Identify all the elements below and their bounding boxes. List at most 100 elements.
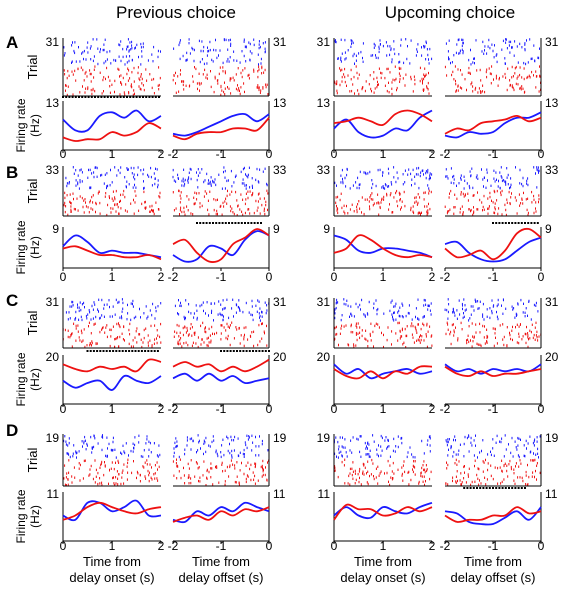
x-tick-label: 1 [380,539,387,553]
x-tick-label: 1 [109,402,116,416]
x-tick-label: -2 [168,147,179,161]
marker-dot [224,222,227,224]
marker-dot [119,96,122,98]
marker-dot [150,350,153,352]
panel-letter: A [6,33,18,52]
x-tick-label: 0 [60,147,67,161]
x-axis-label: Time from [354,554,412,569]
raster-onset [333,298,433,349]
marker-dot [90,96,93,98]
panel-letter: C [6,291,18,310]
marker-dot [514,487,517,489]
y-axis-label: (Hz) [28,114,42,137]
x-tick-label: 0 [60,539,67,553]
y-max-label: 13 [46,96,60,110]
trial-count-label: 19 [545,431,559,445]
x-tick-label: 1 [380,402,387,416]
marker-dot [132,96,135,98]
marker-dot [145,96,148,98]
x-tick-label: 1 [380,270,387,284]
marker-dot [495,487,498,489]
x-tick-label: 2 [158,147,165,161]
y-max-label: 20 [317,350,331,364]
marker-dot [255,350,258,352]
marker-dot [124,350,127,352]
raster-offset [444,298,542,349]
marker-dot [239,350,242,352]
significance-marker [196,222,262,224]
y-max-label: 9 [52,222,59,236]
y-max-label: 13 [273,96,287,110]
x-tick-label: 1 [109,539,116,553]
x-axis-label: Time from [83,554,141,569]
x-axis-label: delay onset (s) [340,570,425,585]
panel-b-upcoming: 0 1 2 9 33 -2 -1 0 9 33 [317,163,559,284]
x-tick-label: 0 [266,147,273,161]
marker-dot [508,487,510,489]
x-axis-label: delay offset (s) [450,570,535,585]
marker-dot [256,222,259,224]
marker-dot [87,96,90,98]
y-max-label: 11 [318,487,331,501]
x-tick-label: -2 [440,147,451,161]
raster-onset [63,434,161,487]
marker-dot [229,350,232,352]
x-axis-label: delay offset (s) [178,570,263,585]
marker-dot [504,487,507,489]
y-axis-label: Firing rate [14,220,28,274]
x-tick-label: 0 [331,539,338,553]
panel-c-upcoming: 0 1 2 20 31 -2 -1 0 20 31 [317,295,559,416]
marker-dot [258,350,261,352]
marker-dot [536,222,539,224]
raster-offset [444,166,542,217]
marker-dot [517,222,520,224]
marker-dot [199,222,202,224]
y-axis-label: Trial [25,310,40,335]
series-line [172,230,270,263]
column-title: Previous choice [116,3,236,22]
marker-dot [148,96,151,98]
marker-dot [495,222,498,224]
series-line [444,227,542,261]
x-tick-label: 2 [158,539,165,553]
marker-dot [511,222,514,224]
marker-dot [115,350,118,352]
y-axis-label: (Hz) [28,505,42,528]
x-tick-label: -2 [440,402,451,416]
marker-dot [215,222,218,224]
x-tick-label: 0 [331,270,338,284]
marker-dot [96,350,99,352]
marker-dot [228,222,230,224]
raster-offset [444,38,542,94]
marker-dot [122,96,125,98]
significance-marker [220,350,270,352]
y-axis-label: Trial [25,178,40,203]
raster-onset [334,166,433,216]
marker-dot [520,487,523,489]
trial-count-label: 31 [317,295,331,309]
y-max-label: 20 [273,350,287,364]
raster-offset [172,434,270,487]
marker-dot [469,487,472,489]
trial-count-label: 31 [273,295,287,309]
marker-dot [472,487,475,489]
marker-dot [517,487,520,489]
trial-count-label: 19 [317,431,331,445]
marker-dot [78,96,80,98]
series-line [172,506,270,523]
y-max-label: 13 [545,96,559,110]
marker-dot [252,350,254,352]
marker-dot [524,487,526,489]
x-tick-label: 0 [60,270,67,284]
y-max-label: 9 [545,222,552,236]
series-line [333,365,433,380]
x-axis-label: Time from [464,554,522,569]
trial-count-label: 33 [317,163,331,177]
marker-dot [153,350,156,352]
marker-dot [264,350,267,352]
y-max-label: 20 [545,350,559,364]
series-line [444,111,542,139]
raster-offset [172,166,269,217]
trial-count-label: 31 [273,35,287,49]
